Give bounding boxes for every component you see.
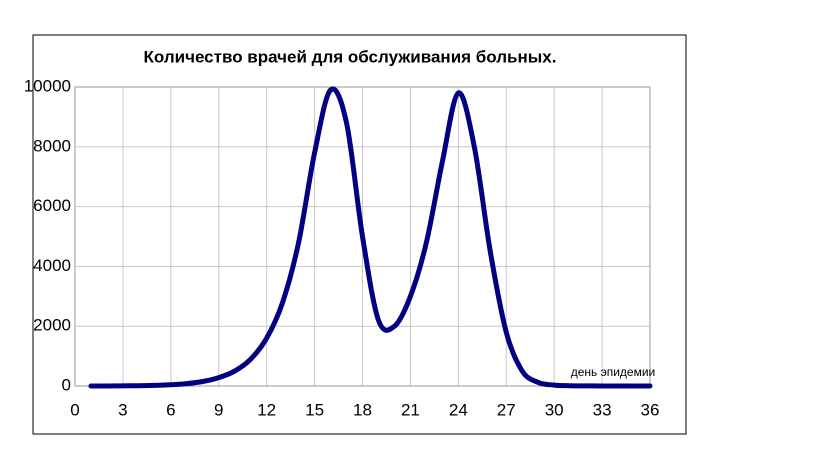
y-tick-label: 4000 [33, 256, 71, 275]
x-tick-label: 0 [70, 400, 79, 419]
x-tick-label: 18 [353, 400, 372, 419]
x-axis-label: день эпидемии [571, 365, 656, 379]
data-line [88, 86, 653, 389]
plot-border [74, 86, 651, 387]
x-tick-label: 21 [401, 400, 420, 419]
x-tick-label: 30 [545, 400, 564, 419]
y-tick-label: 6000 [33, 196, 71, 215]
y-tick-label: 2000 [33, 316, 71, 335]
x-tick-label: 9 [214, 400, 223, 419]
x-tick-label: 15 [305, 400, 324, 419]
chart-frame [32, 34, 687, 435]
x-tick-label: 33 [593, 400, 612, 419]
x-tick-label: 3 [118, 400, 127, 419]
y-tick-label: 10000 [24, 76, 71, 95]
x-tick-label: 27 [497, 400, 516, 419]
y-tick-label: 0 [62, 375, 71, 394]
x-tick-label: 6 [166, 400, 175, 419]
y-tick-label: 8000 [33, 136, 71, 155]
chart-title: Количество врачей для обслуживания больн… [144, 47, 557, 66]
x-tick-label: 24 [449, 400, 468, 419]
plot [88, 86, 653, 389]
x-tick-label: 12 [257, 400, 276, 419]
x-tick-label: 36 [641, 400, 660, 419]
